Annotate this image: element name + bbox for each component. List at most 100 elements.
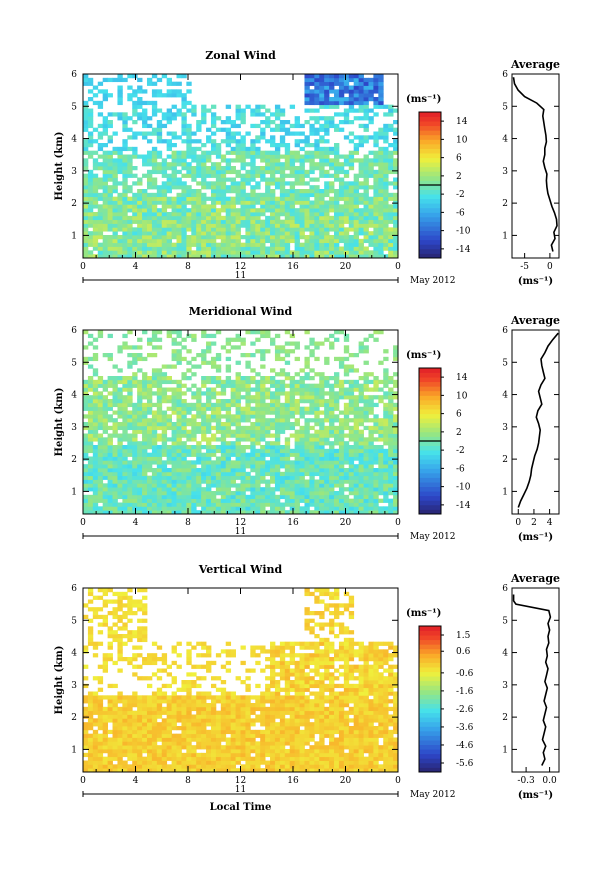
heatmap-cell xyxy=(191,471,197,477)
heatmap-cell xyxy=(353,452,360,457)
heatmap-cell xyxy=(206,425,212,431)
heatmap-cell xyxy=(255,337,261,342)
colorbar-step xyxy=(419,409,441,415)
heatmap-cell xyxy=(338,410,345,415)
heatmap-cell xyxy=(304,74,310,79)
heatmap-cell xyxy=(97,699,104,704)
heatmap-cell xyxy=(117,595,123,600)
heatmap-cell xyxy=(215,353,222,358)
colorbar-step xyxy=(419,166,441,172)
heatmap-cell xyxy=(97,703,104,708)
heatmap-cell xyxy=(324,93,330,98)
heatmap-cell xyxy=(348,204,355,209)
heatmap-cell xyxy=(107,491,113,496)
heatmap-cell xyxy=(225,379,232,385)
heatmap-cell xyxy=(186,487,192,492)
heatmap-cell xyxy=(255,502,261,507)
heatmap-cell xyxy=(235,456,241,461)
heatmap-cell xyxy=(255,166,261,171)
colorbar-step xyxy=(419,404,441,410)
heatmap-cell xyxy=(265,108,271,113)
heatmap-cell xyxy=(373,383,379,388)
heatmap-cell xyxy=(329,181,335,186)
heatmap-cell xyxy=(353,437,360,442)
heatmap-cell xyxy=(132,433,138,438)
heatmap-cell xyxy=(83,391,89,396)
heatmap-cell xyxy=(294,483,300,488)
heatmap-cell xyxy=(117,406,123,411)
heatmap-cell xyxy=(102,749,109,754)
heatmap-cell xyxy=(250,146,256,152)
heatmap-cell xyxy=(220,406,227,411)
heatmap-cell xyxy=(230,185,236,190)
heatmap-cell xyxy=(274,227,281,232)
heatmap-cell xyxy=(270,425,276,431)
heatmap-cell xyxy=(230,506,236,511)
heatmap-cell xyxy=(87,364,94,369)
heatmap-cell xyxy=(255,464,261,469)
heatmap-cell xyxy=(225,422,232,427)
heatmap-cell xyxy=(112,483,118,488)
heatmap-cell xyxy=(358,250,364,255)
heatmap-cell xyxy=(210,181,217,186)
heatmap-cell xyxy=(161,494,168,500)
heatmap-cell xyxy=(265,139,271,144)
heatmap-cell xyxy=(260,502,266,507)
heatmap-cell xyxy=(220,208,227,213)
heatmap-cell xyxy=(171,185,177,190)
heatmap-cell xyxy=(102,204,109,209)
heatmap-cell xyxy=(245,212,251,217)
heatmap-cell xyxy=(132,192,138,198)
heatmap-cell xyxy=(329,433,335,438)
heatmap-cell xyxy=(146,337,153,342)
heatmap-cell xyxy=(156,208,163,213)
heatmap-cell xyxy=(112,250,118,255)
heatmap-cell xyxy=(107,192,113,198)
heatmap-cell xyxy=(225,364,232,369)
heatmap-cell xyxy=(343,85,350,90)
heatmap-cell xyxy=(299,219,305,224)
heatmap-cell xyxy=(260,349,266,354)
heatmap-cell xyxy=(265,231,271,236)
heatmap-cell xyxy=(368,437,374,442)
heatmap-cell xyxy=(107,204,113,209)
heatmap-cell xyxy=(97,756,104,761)
heatmap-cell xyxy=(112,475,118,480)
heatmap-cell xyxy=(196,169,202,175)
heatmap-cell xyxy=(142,242,148,247)
heatmap-cell xyxy=(201,414,207,419)
heatmap-cell xyxy=(156,402,163,408)
heatmap-cell xyxy=(289,510,296,515)
heatmap-cell xyxy=(171,177,177,182)
heatmap-cell xyxy=(171,422,177,427)
heatmap-cell xyxy=(383,104,389,109)
heatmap-cell xyxy=(176,479,182,484)
heatmap-cell xyxy=(122,595,128,600)
heatmap-cell xyxy=(117,506,123,511)
heatmap-cell xyxy=(378,189,384,194)
heatmap-cell xyxy=(353,418,360,423)
heatmap-cell xyxy=(230,246,236,251)
heatmap-cell xyxy=(191,356,197,362)
heatmap-cell xyxy=(117,223,123,228)
heatmap-cell xyxy=(358,456,364,461)
heatmap-cell xyxy=(304,429,310,434)
heatmap-cell xyxy=(363,89,369,94)
heatmap-cell xyxy=(107,506,113,511)
heatmap-cell xyxy=(176,395,182,400)
heatmap-cell xyxy=(142,422,148,427)
heatmap-cell xyxy=(353,510,360,515)
y-tick-label: 5 xyxy=(71,358,77,368)
heatmap-cell xyxy=(132,166,138,171)
heatmap-cell xyxy=(97,231,104,236)
heatmap-cell xyxy=(334,406,340,411)
heatmap-cell xyxy=(314,196,320,201)
heatmap-cell xyxy=(235,468,241,473)
heatmap-cell xyxy=(348,77,355,83)
heatmap-cell xyxy=(314,77,320,83)
heatmap-cell xyxy=(220,429,227,434)
heatmap-cell xyxy=(314,250,320,255)
heatmap-cell xyxy=(87,379,94,385)
heatmap-cell xyxy=(284,215,291,221)
heatmap-cell xyxy=(142,219,148,224)
